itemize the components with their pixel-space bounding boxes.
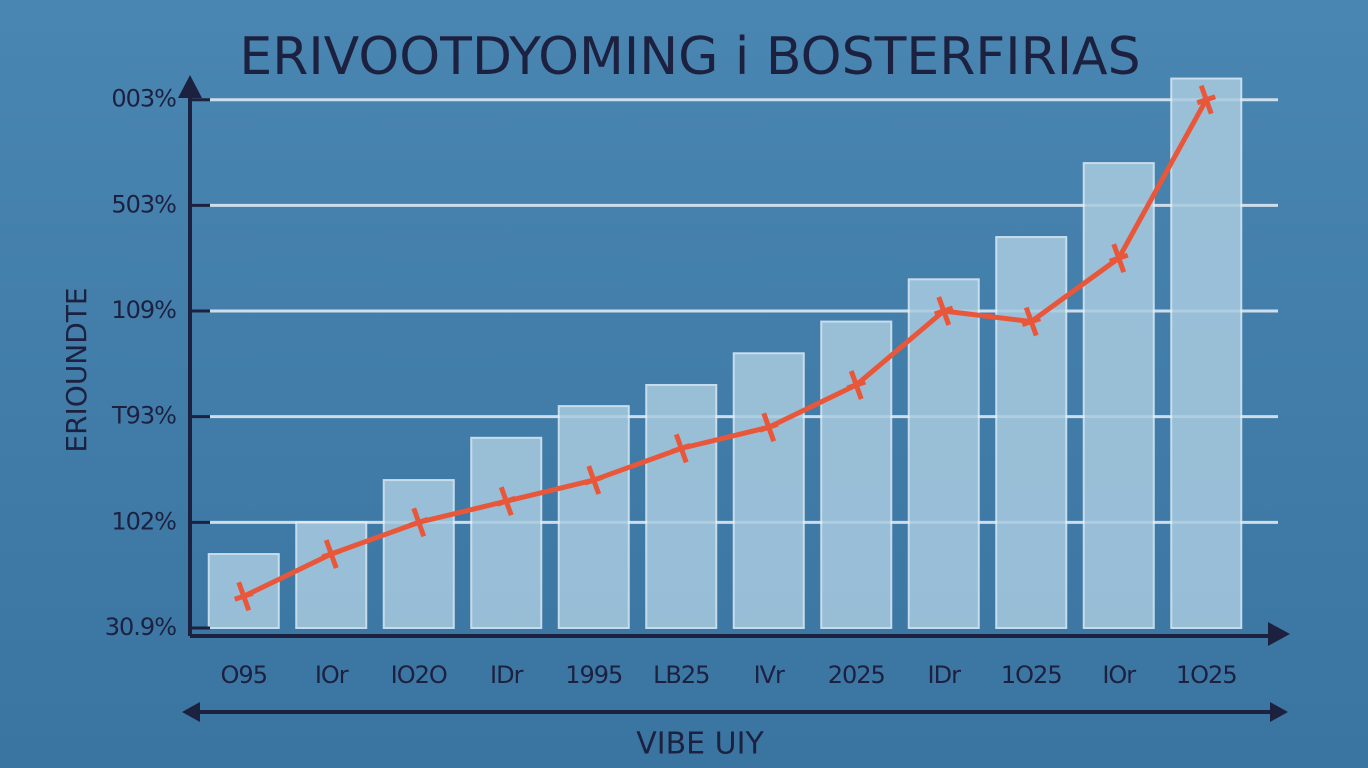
y-tick-label: 30.9% [105,613,176,641]
x-label-arrow [182,702,1288,722]
x-tick-label: LB25 [653,661,709,689]
x-tick-label: IDr [928,661,962,689]
line-marker [671,433,692,464]
bar [732,352,805,629]
line-marker [321,539,342,569]
y-axis-label: ERIOUNDTE [60,287,93,452]
bar [557,405,630,630]
line-marker [233,581,254,612]
x-tick-label: 2025 [828,661,885,689]
line-marker [1196,84,1217,115]
bar [995,236,1068,629]
y-tick-label: T93% [111,402,176,430]
bar [907,278,980,629]
line-marker [933,296,954,326]
line-marker [408,507,429,538]
bar [470,436,543,629]
x-tick-label: IVr [754,661,785,689]
bar [1082,162,1155,630]
line-marker [1108,243,1129,274]
line-marker [846,370,867,400]
line-marker [758,412,779,443]
bar [645,383,718,630]
x-tick-label: 1995 [565,661,622,689]
y-tick-label: 109% [111,296,176,324]
x-tick-label: IO2O [391,661,447,689]
bar [295,521,368,629]
line-marker [496,486,517,517]
plot-area [207,77,1278,630]
bar [820,320,893,629]
chart-title: ERIVOOTDYOMING i BOSTERFIRIAS [239,27,1140,87]
line-marker [583,465,604,495]
axes [178,75,1290,646]
bar [382,479,455,629]
bar [1170,77,1243,629]
x-tick-label: IOr [315,661,349,689]
line [242,98,1209,599]
x-tick-label: O95 [221,661,267,689]
x-tick-label: 1O25 [1176,661,1237,689]
y-tick-label: 503% [111,190,176,218]
line-marker [1021,306,1042,337]
x-axis-label: VIBE UIY [636,727,764,762]
x-tick-label: IDr [490,661,524,689]
x-tick-label: 1O25 [1001,661,1062,689]
y-tick-label: 003% [111,85,176,113]
x-tick-label: IOr [1102,661,1136,689]
y-tick-label: 102% [111,507,176,535]
